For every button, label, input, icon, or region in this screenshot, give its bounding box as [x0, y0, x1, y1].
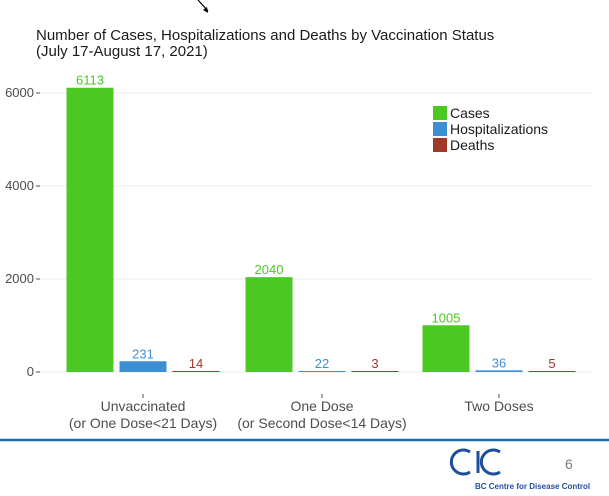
- bar-cases: [245, 277, 293, 372]
- bar-deaths: [351, 371, 399, 372]
- category-label: Two Doses: [464, 398, 533, 414]
- data-label-hospitalizations: 231: [132, 346, 154, 361]
- y-tick-label: 2000: [5, 271, 34, 286]
- data-label-hospitalizations: 22: [315, 356, 329, 371]
- bar-deaths: [172, 371, 220, 372]
- bccdc-logo-icon: [449, 448, 501, 476]
- category-label: (or One Dose<21 Days): [69, 415, 217, 431]
- y-tick-label: 4000: [5, 178, 34, 193]
- y-tick-label: 0: [27, 364, 34, 379]
- data-labels: 6113 231 14 2040 22 3 1005 36 5: [76, 73, 556, 371]
- y-axis-ticks: 0 2000 4000 6000: [5, 85, 40, 379]
- data-label-hospitalizations: 36: [492, 355, 506, 370]
- category-label: One Dose: [290, 398, 353, 414]
- data-label-deaths: 3: [371, 356, 378, 371]
- chart-title: Number of Cases, Hospitalizations and De…: [36, 27, 494, 44]
- org-name: BC Centre for Disease Control: [475, 482, 590, 491]
- legend-label-cases: Cases: [450, 105, 490, 121]
- data-label-cases: 1005: [432, 310, 461, 325]
- chart-subtitle: (July 17-August 17, 2021): [36, 43, 208, 60]
- legend-swatch-deaths: [433, 138, 447, 152]
- page-number: 6: [565, 456, 573, 472]
- x-axis-categories: Unvaccinated(or One Dose<21 Days) One Dos…: [69, 394, 534, 431]
- legend-label-deaths: Deaths: [450, 137, 494, 153]
- data-label-cases: 6113: [76, 73, 104, 88]
- bar-hospitalizations: [119, 361, 167, 372]
- legend-swatch-hospitalizations: [433, 122, 447, 136]
- bar-hospitalizations: [475, 370, 523, 372]
- data-label-cases: 2040: [255, 262, 284, 277]
- bar-deaths: [528, 371, 576, 372]
- arrow-pointer-icon: [197, 0, 209, 13]
- bars: [66, 87, 576, 373]
- bar-hospitalizations: [298, 370, 346, 372]
- legend-swatch-cases: [433, 106, 447, 120]
- category-label: (or Second Dose<14 Days): [237, 415, 406, 431]
- bar-cases: [422, 325, 470, 372]
- bar-cases: [66, 87, 114, 373]
- y-tick-label: 6000: [5, 85, 34, 100]
- legend-label-hospitalizations: Hospitalizations: [450, 121, 548, 137]
- data-label-deaths: 14: [189, 356, 203, 371]
- category-label: Unvaccinated: [101, 398, 186, 414]
- data-label-deaths: 5: [548, 356, 555, 371]
